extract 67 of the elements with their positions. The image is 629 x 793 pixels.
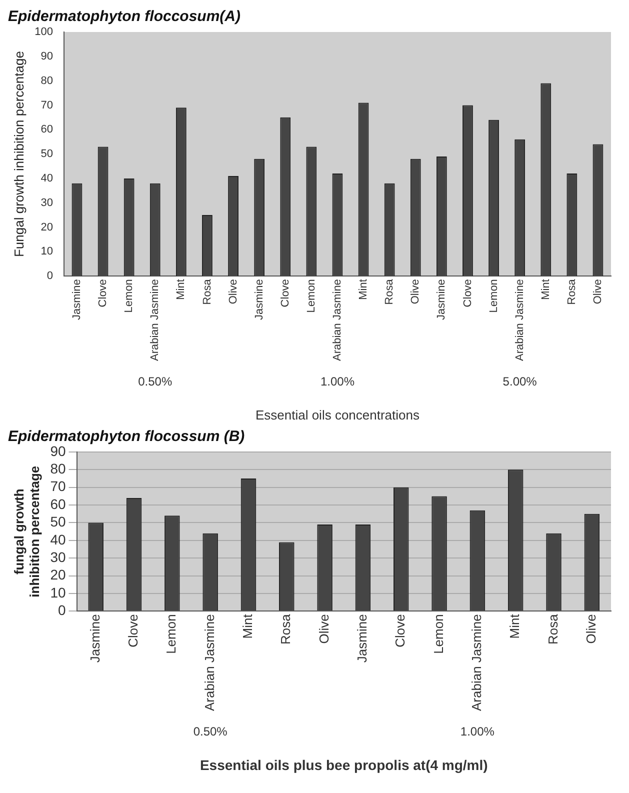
- x-tick-label: Jasmine: [87, 614, 102, 663]
- x-tick-label: Clove: [279, 279, 292, 308]
- y-tick-label: 0: [58, 602, 66, 618]
- y-tick-label: 80: [50, 460, 66, 477]
- y-tick-label: 40: [40, 172, 53, 184]
- y-tick-label: 60: [50, 496, 66, 512]
- x-tick-label: Olive: [410, 279, 422, 304]
- x-tick-label: Clove: [462, 279, 474, 308]
- text: 0.50%: [138, 374, 172, 388]
- x-axis-title: Essential oils plus bee propolis at(4 mg/ml): [200, 756, 488, 773]
- y-tick-label: 50: [40, 148, 53, 160]
- x-tick-label: Lemon: [164, 614, 179, 654]
- x-tick-label: Rosa: [545, 613, 560, 645]
- text: 0.50%: [193, 724, 228, 738]
- y-tick-label: 10: [50, 584, 66, 600]
- y-axis-title: fungal growth inhibition percentage: [11, 466, 42, 598]
- y-tick-label: 90: [50, 442, 66, 459]
- y-tick-label: 20: [50, 566, 66, 583]
- x-tick-label: Clove: [97, 279, 110, 308]
- x-tick-label: Jasmine: [253, 279, 266, 320]
- x-tick-label: Lemon: [305, 279, 318, 313]
- x-tick-label: Mint: [540, 279, 552, 300]
- x-tick-label: Clove: [126, 614, 141, 648]
- y-tick-label: 40: [50, 531, 66, 548]
- y-axis-title: Fungal growth inhibition percentage: [11, 51, 26, 258]
- y-tick-label: 60: [40, 124, 53, 136]
- x-tick-label: Mint: [175, 279, 188, 300]
- x-tick-label: Olive: [316, 614, 332, 644]
- y-tick-label: 20: [40, 221, 53, 234]
- x-tick-label: Rosa: [384, 278, 396, 305]
- x-tick-label: Mint: [240, 614, 256, 639]
- y-tick-label: 80: [40, 74, 53, 87]
- x-tick-label: Arabian Jasmine: [332, 279, 344, 362]
- x-tick-label: Arabian Jasmine: [202, 614, 217, 711]
- x-tick-label: Lemon: [488, 279, 500, 313]
- x-axis-title: Essential oils concentrations: [255, 408, 420, 423]
- y-tick-label: 30: [50, 548, 66, 565]
- y-tick-label: 50: [50, 514, 66, 530]
- text: 1.00%: [320, 374, 355, 388]
- x-tick-label: Arabian Jasmine: [469, 614, 484, 711]
- chart-title: Epidermatophyton flocossum (B): [8, 428, 245, 446]
- x-tick-label: Arabian Jasmine: [149, 279, 162, 362]
- x-tick-label: Jasmine: [354, 614, 370, 663]
- y-tick-label: 30: [40, 196, 53, 209]
- x-tick-label: Olive: [227, 279, 240, 304]
- x-tick-label: Arabian Jasmine: [514, 279, 526, 362]
- x-tick-label: Jasmine: [436, 279, 448, 320]
- x-tick-label: Olive: [584, 614, 598, 644]
- x-tick-label: Rosa: [278, 613, 294, 645]
- chart-title: Epidermatophyton floccosum(A): [8, 8, 241, 26]
- y-tick-label: 100: [34, 26, 53, 38]
- x-tick-label: Rosa: [566, 278, 578, 305]
- y-tick-label: 70: [40, 99, 53, 112]
- x-tick-label: Mint: [358, 279, 370, 300]
- text: 5.00%: [502, 374, 538, 388]
- x-tick-label: Lemon: [123, 279, 136, 313]
- x-tick-label: Jasmine: [71, 279, 84, 320]
- y-tick-label: 90: [40, 50, 53, 62]
- y-tick-label: 10: [40, 246, 53, 258]
- y-tick-label: 70: [50, 478, 66, 494]
- text: 1.00%: [460, 724, 495, 738]
- x-tick-label: Lemon: [430, 614, 446, 654]
- x-tick-label: Rosa: [201, 278, 214, 305]
- x-tick-label: Clove: [392, 614, 408, 648]
- x-tick-label: Mint: [507, 614, 522, 639]
- y-tick-label: 0: [46, 270, 53, 282]
- x-tick-label: Olive: [592, 279, 604, 304]
